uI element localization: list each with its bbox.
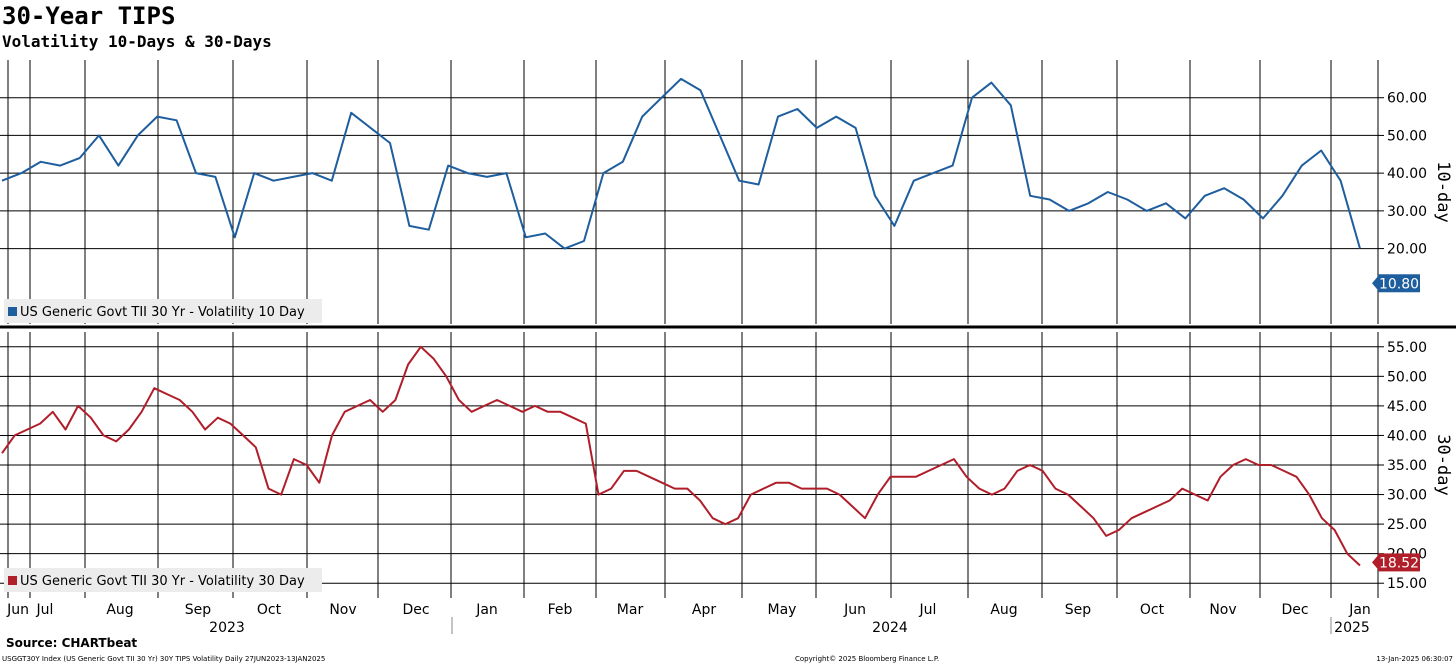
x-tick-label: Jul [919,602,937,618]
last-value-pointer [1372,276,1378,291]
y-tick-label: 15.00 [1387,576,1427,592]
legend-box [4,299,322,323]
x-tick-label: Jun [6,602,29,618]
series-line [1,345,1361,567]
x-tick-label: Sep [185,602,212,618]
source-note: Source: CHARTbeat [6,636,138,650]
x-year-label: 2025 [1334,620,1370,636]
legend-label: US Generic Govt TII 30 Yr - Volatility 3… [20,574,305,589]
y-tick-label: 55.00 [1387,340,1427,356]
y-tick-label: 60.00 [1387,91,1427,107]
last-value-label: 10.80 [1379,276,1419,292]
last-value-badge [1378,553,1420,572]
x-tick-label: Aug [106,602,133,618]
y-tick-label: 30.00 [1387,204,1427,220]
x-tick-label: Dec [402,602,429,618]
legend-box [4,568,322,592]
y-tick-label: 45.00 [1387,399,1427,415]
x-year-label: 2023 [209,620,245,636]
x-tick-label: Nov [1209,602,1236,618]
footer-copyright: Copyright© 2025 Bloomberg Finance L.P. [795,655,940,663]
y-tick-label: 50.00 [1387,128,1427,144]
y-tick-label: 35.00 [1387,458,1427,474]
last-value-label: 18.52 [1379,555,1419,571]
x-tick-label: Jun [843,602,866,618]
y-tick-label: 30.00 [1387,488,1427,504]
legend-label: US Generic Govt TII 30 Yr - Volatility 1… [20,305,305,320]
y-tick-label: 50.00 [1387,369,1427,385]
series-line [1,77,1361,250]
x-tick-label: May [768,602,797,618]
last-value-pointer [1372,555,1378,570]
x-tick-label: Sep [1065,602,1092,618]
x-tick-label: Mar [617,602,644,618]
x-tick-label: Jul [36,602,54,618]
last-value-badge [1378,274,1420,293]
y-tick-label: 20.00 [1387,242,1427,258]
footer-index-description: USGGT30Y Index (US Generic Govt TII 30 Y… [2,655,326,663]
x-tick-label: Dec [1281,602,1308,618]
chart-title: 30-Year TIPS [2,2,176,30]
x-year-label: 2024 [872,620,908,636]
y-axis-label: 10-day [1433,161,1453,222]
footer-timestamp: 13-Jan-2025 06:30:07 [1376,655,1453,663]
x-tick-label: Oct [257,602,282,618]
x-tick-label: Aug [990,602,1017,618]
y-tick-label: 25.00 [1387,517,1427,533]
chart-subtitle: Volatility 10-Days & 30-Days [2,32,272,51]
x-tick-label: Jan [1348,602,1371,618]
x-tick-label: Oct [1140,602,1165,618]
legend-swatch [8,307,17,316]
x-tick-label: Jan [475,602,498,618]
legend-swatch [8,576,17,585]
y-axis-label: 30-day [1433,434,1453,495]
y-tick-label: 40.00 [1387,166,1427,182]
x-tick-label: Nov [329,602,356,618]
x-tick-label: Feb [548,602,573,618]
y-tick-label: 40.00 [1387,428,1427,444]
x-tick-label: Apr [692,602,716,618]
